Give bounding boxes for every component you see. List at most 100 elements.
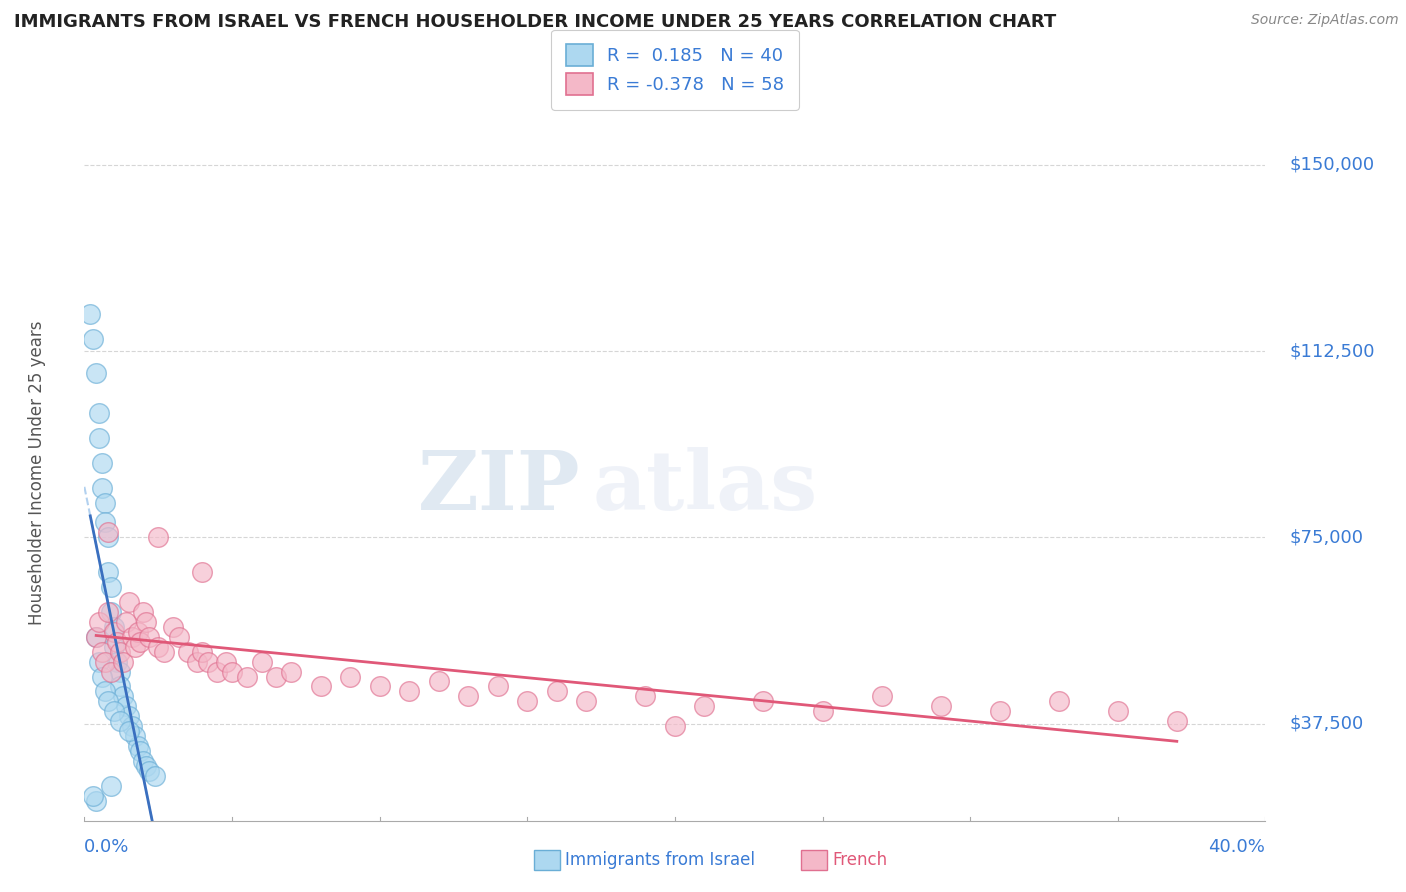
Text: $75,000: $75,000 [1289,528,1362,547]
Point [118,595,141,609]
Point [264,669,288,683]
Point [103,624,125,639]
Text: $150,000: $150,000 [1289,155,1374,174]
Point [250,655,273,669]
Point [94,655,117,669]
Text: 0.0%: 0.0% [84,838,129,856]
Point [427,674,450,689]
Point [91,456,114,470]
Point [135,615,157,629]
Point [84,367,107,381]
Point [191,565,214,579]
Point [664,719,686,733]
Point [575,694,598,708]
Point [97,694,120,708]
Point [205,665,228,679]
Point [118,724,141,739]
Point [82,789,104,803]
Point [103,640,125,654]
Point [94,516,117,530]
Point [1166,714,1188,729]
Point [103,704,125,718]
Point [215,655,238,669]
Point [111,690,134,704]
Text: Householder Income Under 25 years: Householder Income Under 25 years [28,320,46,625]
Point [148,530,170,544]
Point [148,640,170,654]
Point [486,680,509,694]
Point [177,645,200,659]
Point [87,431,111,445]
Point [94,684,117,698]
Point [162,620,184,634]
Point [114,615,136,629]
Point [546,684,568,698]
Point [929,699,952,714]
Point [108,680,131,694]
Point [87,406,111,420]
Point [135,759,157,773]
Point [91,645,114,659]
Text: ZIP: ZIP [418,447,581,526]
Point [634,690,657,704]
Point [100,580,122,594]
Point [368,680,391,694]
Point [105,634,128,648]
Text: Immigrants from Israel: Immigrants from Israel [565,851,755,869]
Point [138,630,160,644]
Point [111,655,134,669]
Point [143,769,166,783]
Point [103,620,125,634]
Point [97,530,120,544]
Point [97,565,120,579]
Text: Source: ZipAtlas.com: Source: ZipAtlas.com [1251,13,1399,28]
Point [100,665,122,679]
Point [870,690,893,704]
Point [811,704,834,718]
Text: French: French [832,851,887,869]
Point [235,669,259,683]
Point [186,655,208,669]
Point [457,690,479,704]
Point [693,699,716,714]
Point [97,605,120,619]
Point [339,669,361,683]
Point [167,630,190,644]
Point [398,684,420,698]
Point [197,655,219,669]
Point [129,634,152,648]
Point [124,729,146,743]
Point [752,694,775,708]
Point [84,630,107,644]
Text: atlas: atlas [592,447,817,526]
Point [516,694,538,708]
Point [97,525,120,540]
Point [1107,704,1129,718]
Point [127,739,149,753]
Point [108,645,131,659]
Point [153,645,176,659]
Point [94,495,117,509]
Point [1047,694,1070,708]
Point [114,699,136,714]
Point [118,709,141,723]
Point [87,655,111,669]
Legend: R =  0.185   N = 40, R = -0.378   N = 58: R = 0.185 N = 40, R = -0.378 N = 58 [551,29,799,110]
Point [84,630,107,644]
Point [108,714,131,729]
Point [121,719,143,733]
Point [87,615,111,629]
Point [309,680,332,694]
Point [91,669,114,683]
Point [108,665,131,679]
Point [121,630,143,644]
Point [988,704,1011,718]
Point [191,645,214,659]
Point [100,605,122,619]
Point [91,481,114,495]
Point [82,332,104,346]
Text: IMMIGRANTS FROM ISRAEL VS FRENCH HOUSEHOLDER INCOME UNDER 25 YEARS CORRELATION C: IMMIGRANTS FROM ISRAEL VS FRENCH HOUSEHO… [14,13,1056,31]
Point [100,779,122,793]
Point [105,655,128,669]
Text: $37,500: $37,500 [1289,714,1364,732]
